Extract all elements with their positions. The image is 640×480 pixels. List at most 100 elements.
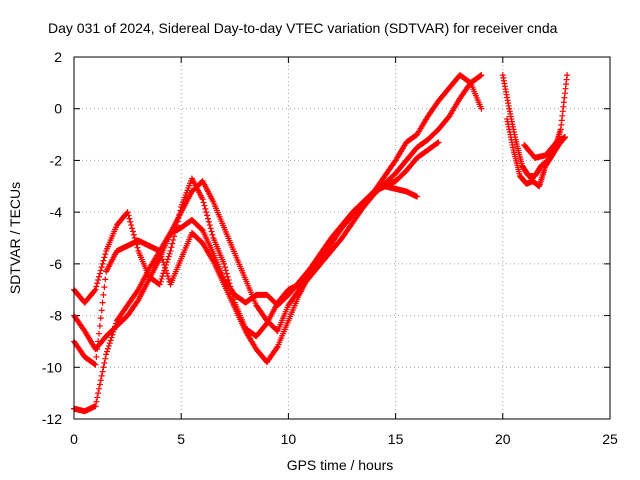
data-point — [106, 340, 113, 347]
data-point — [101, 254, 108, 261]
series-track-5 — [499, 72, 571, 179]
data-point — [98, 307, 105, 314]
data-point — [108, 334, 115, 341]
series-track-7 — [521, 134, 568, 161]
data-point — [435, 139, 442, 146]
data-point — [163, 267, 170, 274]
data-point — [92, 286, 99, 293]
data-point — [102, 251, 109, 258]
data-point — [434, 139, 441, 146]
data-point — [97, 267, 104, 274]
data-point — [97, 377, 104, 384]
data-point — [161, 261, 168, 268]
data-point — [102, 355, 109, 362]
data-point — [96, 270, 103, 277]
data-point — [129, 225, 136, 232]
x-axis-label: GPS time / hours — [287, 457, 394, 473]
data-point — [95, 338, 102, 345]
data-point — [100, 364, 107, 371]
grid-lines — [74, 57, 610, 419]
data-point — [478, 72, 485, 79]
data-point — [100, 257, 107, 264]
y-tick-label: -6 — [50, 256, 63, 272]
data-point — [127, 218, 134, 225]
data-point — [162, 264, 169, 271]
data-point — [102, 276, 109, 283]
data-point — [223, 270, 230, 277]
data-point — [95, 390, 102, 397]
data-point — [169, 240, 176, 247]
data-point — [96, 385, 103, 392]
data-point — [222, 267, 229, 274]
data-point — [159, 256, 166, 263]
data-points — [71, 72, 571, 415]
series-track-4 — [71, 183, 421, 415]
data-point — [134, 288, 141, 295]
data-point — [94, 394, 101, 401]
data-point — [93, 353, 100, 360]
x-tick-label: 10 — [281, 431, 297, 447]
data-point — [160, 259, 167, 266]
data-point — [93, 283, 100, 290]
data-point — [126, 215, 133, 222]
data-point — [105, 342, 112, 349]
data-point — [134, 244, 141, 251]
y-tick-label: -2 — [50, 152, 63, 168]
data-point — [167, 247, 174, 254]
data-point — [157, 278, 164, 285]
data-point — [164, 256, 171, 263]
data-point — [171, 233, 178, 240]
data-point — [165, 253, 172, 260]
chart-title: Day 031 of 2024, Sidereal Day-to-day VTE… — [48, 20, 558, 36]
data-point — [170, 236, 177, 243]
data-point — [205, 218, 212, 225]
data-point — [92, 403, 99, 410]
data-point — [199, 196, 206, 203]
y-tick-label: -4 — [50, 204, 63, 220]
data-point — [112, 323, 119, 330]
data-point — [110, 328, 117, 335]
data-point — [109, 331, 116, 338]
data-point — [99, 260, 106, 267]
data-point — [201, 202, 208, 209]
data-point — [104, 348, 111, 355]
data-point — [221, 264, 228, 271]
data-point — [414, 193, 421, 200]
y-tick-label: 0 — [54, 101, 62, 117]
data-point — [112, 320, 119, 327]
data-point — [96, 322, 103, 329]
data-point — [561, 134, 568, 141]
data-point — [206, 222, 213, 229]
data-point — [204, 212, 211, 219]
data-point — [94, 280, 101, 287]
x-tick-label: 25 — [602, 431, 618, 447]
data-point — [208, 228, 215, 235]
x-tick-label: 0 — [70, 431, 78, 447]
y-tick-label: -12 — [42, 411, 62, 427]
data-point — [156, 281, 163, 288]
data-point — [202, 205, 209, 212]
data-point — [104, 345, 111, 352]
data-point — [99, 299, 106, 306]
data-point — [91, 287, 98, 294]
data-point — [168, 244, 175, 251]
data-point — [158, 253, 165, 260]
plot-frame — [73, 56, 611, 420]
data-point — [107, 337, 114, 344]
data-point — [96, 273, 103, 280]
data-point — [99, 368, 106, 375]
data-point — [101, 284, 108, 291]
y-tick-label: -8 — [50, 308, 63, 324]
data-point — [159, 273, 166, 280]
x-tick-label: 5 — [177, 431, 185, 447]
data-point — [124, 209, 131, 216]
data-point — [564, 72, 571, 79]
data-point — [165, 275, 172, 282]
data-point — [129, 228, 136, 235]
data-point — [200, 199, 207, 206]
x-tick-label: 20 — [495, 431, 511, 447]
y-axis-label: SDTVAR / TECUs — [7, 182, 23, 294]
data-point — [203, 209, 210, 216]
data-point — [103, 351, 110, 358]
data-point — [94, 346, 101, 353]
